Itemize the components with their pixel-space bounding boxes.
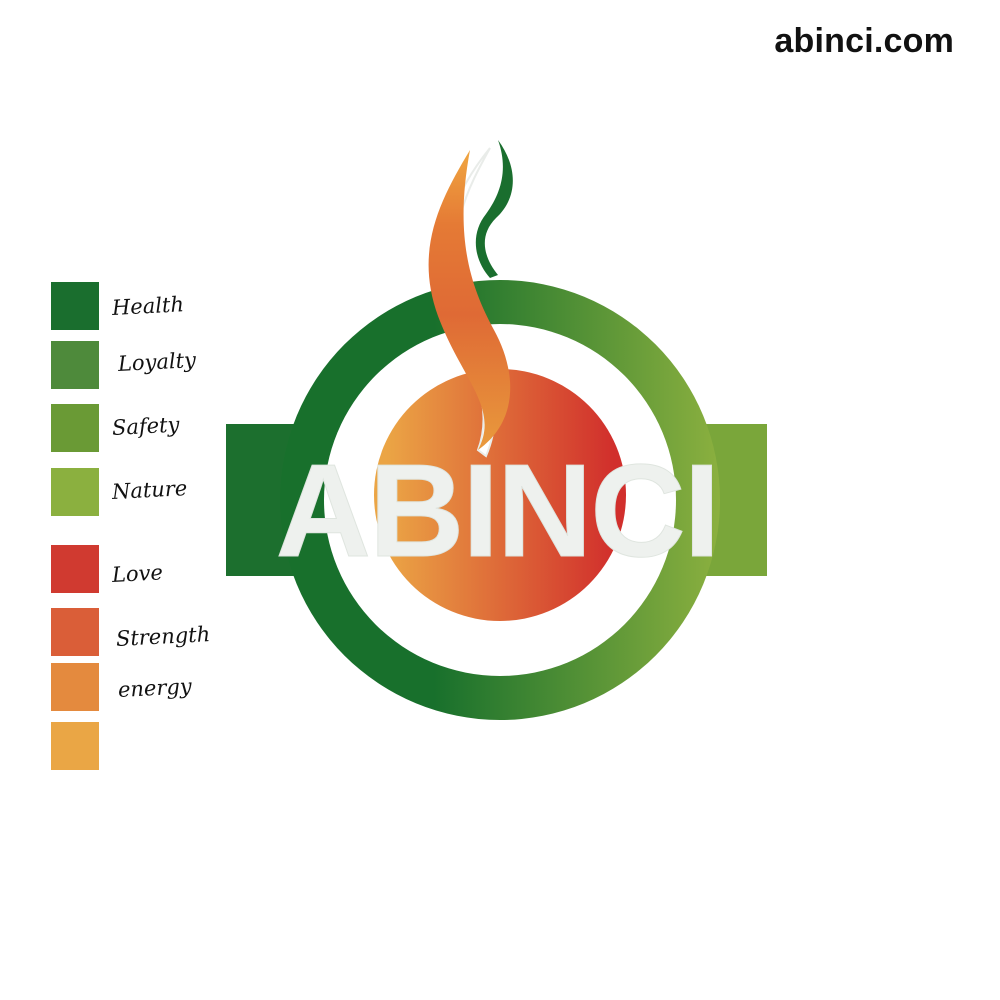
palette-swatch-energy <box>51 663 99 711</box>
palette-swatch-orange <box>51 722 99 770</box>
palette-swatch-nature <box>51 468 99 516</box>
logo-core-circle <box>374 369 626 621</box>
site-url: abinci.com <box>774 22 954 60</box>
palette-swatch-loyalty <box>51 341 99 389</box>
flame-green-stroke <box>475 140 513 278</box>
color-palette: Health Loyalty Safety Nature Love Streng… <box>0 0 230 1000</box>
palette-swatch-strength <box>51 608 99 656</box>
logo-frame <box>226 280 767 720</box>
logo-wordmark: ABINCI <box>276 437 719 584</box>
palette-swatch-love <box>51 545 99 593</box>
logo-flame <box>428 140 513 458</box>
palette-swatch-health <box>51 282 99 330</box>
flame-orange-stroke <box>428 150 511 450</box>
palette-swatch-safety <box>51 404 99 452</box>
